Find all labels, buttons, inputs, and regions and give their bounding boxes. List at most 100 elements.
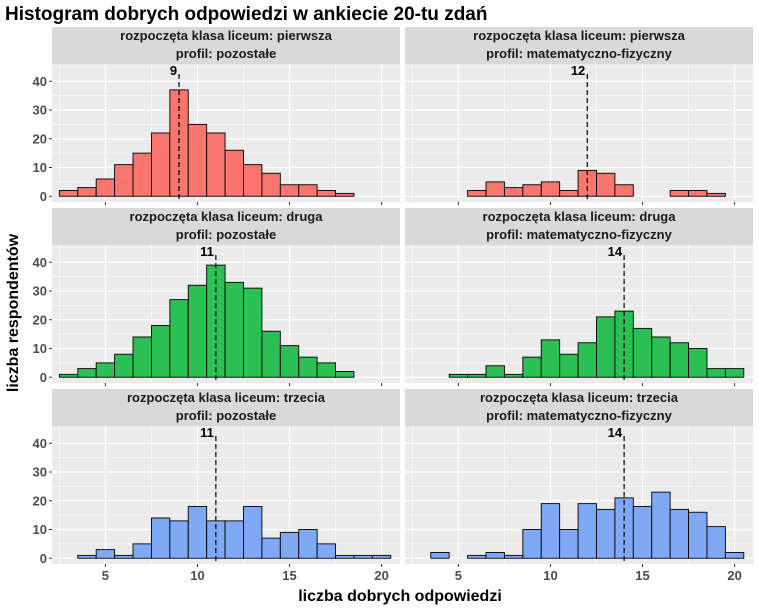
x-tick-label: 15 — [635, 568, 649, 583]
histogram-bar — [669, 508, 690, 559]
strip-label: profil: pozostałe — [176, 227, 276, 242]
histogram-bar — [632, 506, 653, 559]
median-label: 9 — [170, 63, 177, 78]
histogram-bar — [150, 132, 171, 197]
histogram-bar — [243, 287, 263, 378]
histogram-bar — [224, 149, 244, 197]
histogram-bar — [316, 190, 337, 197]
strip-background — [405, 389, 753, 426]
x-tick-label: 15 — [282, 568, 296, 583]
histogram-bar — [467, 373, 487, 378]
histogram-bar — [77, 368, 97, 378]
histogram-bar — [298, 356, 318, 378]
histogram-bar — [335, 554, 355, 559]
histogram-bar — [132, 543, 152, 559]
x-tick-label: 20 — [727, 568, 741, 583]
histogram-bar — [58, 373, 79, 378]
histogram-bar — [669, 342, 690, 378]
histogram-bar — [503, 554, 524, 559]
histogram-bar — [688, 348, 708, 378]
histogram-bar — [688, 190, 708, 197]
histogram-bar — [596, 508, 616, 559]
histogram-bar — [335, 192, 355, 197]
histogram-bar — [298, 184, 318, 197]
histogram-bar — [448, 373, 469, 378]
histogram-bar — [150, 517, 171, 559]
histogram-bar — [467, 190, 487, 197]
histogram-bar — [95, 178, 116, 197]
y-axis-title: liczba respondentów — [5, 233, 22, 392]
facet-panel: rozpoczęta klasa liceum: pierwsza profil:… — [33, 27, 400, 205]
histogram-bar — [485, 365, 505, 378]
histogram-bar — [316, 362, 337, 378]
histogram-bar — [596, 316, 616, 378]
histogram-bar — [559, 190, 579, 197]
y-tick-label: 0 — [40, 370, 47, 385]
histogram-bar — [559, 353, 579, 378]
median-label: 11 — [200, 425, 214, 440]
facet-panels: rozpoczęta klasa liceum: pierwsza profil:… — [33, 27, 753, 583]
strip-label: profil: matematyczno-fizyczny — [486, 46, 672, 61]
histogram-bar — [353, 554, 373, 559]
y-tick-label: 30 — [33, 103, 47, 118]
histogram-bar — [706, 526, 726, 559]
histogram-bar — [298, 529, 318, 559]
x-tick-label: 5 — [102, 568, 109, 583]
histogram-bar — [724, 552, 745, 559]
facet-panel: rozpoczęta klasa liceum: druga profil: ma… — [405, 208, 753, 386]
histogram-bar — [279, 345, 300, 378]
histogram-bar — [114, 554, 134, 559]
strip-background — [52, 27, 400, 64]
facet-panel: rozpoczęta klasa liceum: pierwsza profil:… — [405, 27, 753, 205]
histogram-bar — [651, 491, 671, 559]
histogram-bar — [485, 552, 505, 559]
histogram-bar — [522, 529, 542, 559]
histogram-bar — [522, 184, 542, 197]
median-label: 14 — [608, 244, 623, 259]
histogram-bar — [95, 362, 116, 378]
histogram-bar — [577, 503, 597, 559]
x-tick-label: 10 — [190, 568, 204, 583]
histogram-bar — [540, 181, 561, 197]
histogram-bar — [261, 330, 281, 378]
histogram-bar — [77, 187, 97, 197]
histogram-bar — [540, 503, 561, 559]
chart-title: Histogram dobrych odpowiedzi w ankiecie … — [5, 4, 487, 25]
histogram-bar — [77, 554, 97, 559]
y-tick-label: 10 — [33, 522, 47, 537]
strip-label: profil: matematyczno-fizyczny — [486, 227, 672, 242]
histogram-bar — [614, 184, 634, 197]
histogram-bar — [651, 336, 671, 378]
histogram-bar — [279, 531, 300, 559]
histogram-bar — [95, 549, 116, 559]
histogram-bar — [540, 339, 561, 378]
histogram-bar — [669, 190, 690, 197]
y-tick-label: 20 — [33, 131, 47, 146]
histogram-bar — [706, 368, 726, 378]
facet-panel: rozpoczęta klasa liceum: trzecia profil: … — [405, 389, 753, 583]
histogram-bar — [132, 336, 152, 378]
strip-background — [405, 27, 753, 64]
histogram-bar — [688, 511, 708, 559]
strip-label: profil: pozostałe — [176, 46, 276, 61]
strip-label: rozpoczęta klasa liceum: druga — [130, 209, 324, 224]
y-tick-label: 30 — [33, 465, 47, 480]
histogram-bar — [706, 192, 726, 197]
strip-label: rozpoczęta klasa liceum: druga — [483, 209, 677, 224]
histogram-bar — [724, 368, 745, 378]
y-tick-label: 40 — [33, 255, 47, 270]
strip-background — [52, 389, 400, 426]
median-label: 14 — [608, 425, 623, 440]
histogram-bar — [279, 184, 300, 197]
y-tick-label: 40 — [33, 436, 47, 451]
y-tick-label: 10 — [33, 341, 47, 356]
x-tick-label: 20 — [374, 568, 388, 583]
histogram-bar — [503, 187, 524, 197]
strip-label: profil: matematyczno-fizyczny — [486, 408, 672, 423]
histogram-bar — [559, 529, 579, 559]
histogram-bar — [243, 506, 263, 559]
facet-panel: rozpoczęta klasa liceum: druga profil: po… — [33, 208, 400, 386]
histogram-bar — [169, 520, 189, 559]
histogram-bar — [632, 327, 653, 378]
